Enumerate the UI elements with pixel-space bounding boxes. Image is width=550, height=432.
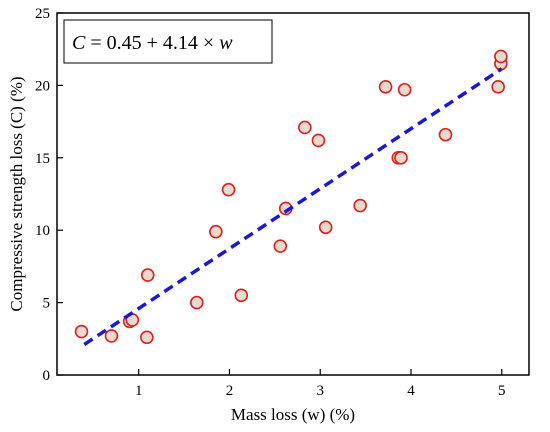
- data-point: [397, 82, 412, 97]
- equation-box: [63, 19, 273, 64]
- y-tick-label: 5: [43, 296, 51, 312]
- y-tick-label: 25: [35, 6, 50, 22]
- data-point: [394, 151, 408, 165]
- data-point: [491, 80, 505, 94]
- x-tick-label: 1: [135, 383, 143, 399]
- data-point: [297, 120, 312, 135]
- equation-text: C = 0.45 + 4.14 × w: [72, 32, 233, 54]
- x-tick-label: 4: [407, 383, 415, 399]
- data-points: [74, 49, 508, 345]
- data-point: [318, 220, 333, 235]
- data-point: [104, 329, 119, 343]
- data-point: [221, 182, 236, 197]
- y-tick-label: 10: [35, 223, 50, 239]
- data-point: [273, 239, 288, 253]
- data-point: [189, 295, 204, 310]
- data-point: [311, 133, 326, 148]
- x-tick-label: 5: [498, 383, 506, 399]
- regression-fit-line: [83, 67, 503, 346]
- equation-var-c: C: [72, 32, 86, 54]
- y-tick-label: 20: [35, 78, 50, 94]
- equation-annotation: C = 0.45 + 4.14 × w: [63, 19, 273, 64]
- equation-var-w: w: [219, 32, 233, 54]
- y-axis-title: Compressive strength loss (C) (%): [7, 76, 26, 311]
- data-point: [209, 224, 223, 239]
- x-tick-label: 3: [316, 383, 324, 399]
- data-point: [140, 330, 154, 345]
- equation-mid: = 0.45 + 4.14 ×: [85, 32, 219, 54]
- data-point: [494, 49, 508, 64]
- x-axis-ticks: 1 2 3 4 5: [135, 369, 506, 399]
- y-tick-label: 15: [35, 151, 50, 167]
- data-point: [140, 268, 155, 282]
- data-point: [353, 198, 367, 213]
- y-tick-label: 0: [43, 368, 51, 384]
- x-tick-label: 2: [226, 383, 234, 399]
- x-axis-title: Mass loss (w) (%): [231, 405, 355, 424]
- data-point: [438, 127, 453, 142]
- data-point: [74, 324, 89, 339]
- data-point: [234, 288, 249, 303]
- data-point: [378, 80, 393, 94]
- y-axis-ticks: 0 5 10 15 20 25: [35, 6, 63, 384]
